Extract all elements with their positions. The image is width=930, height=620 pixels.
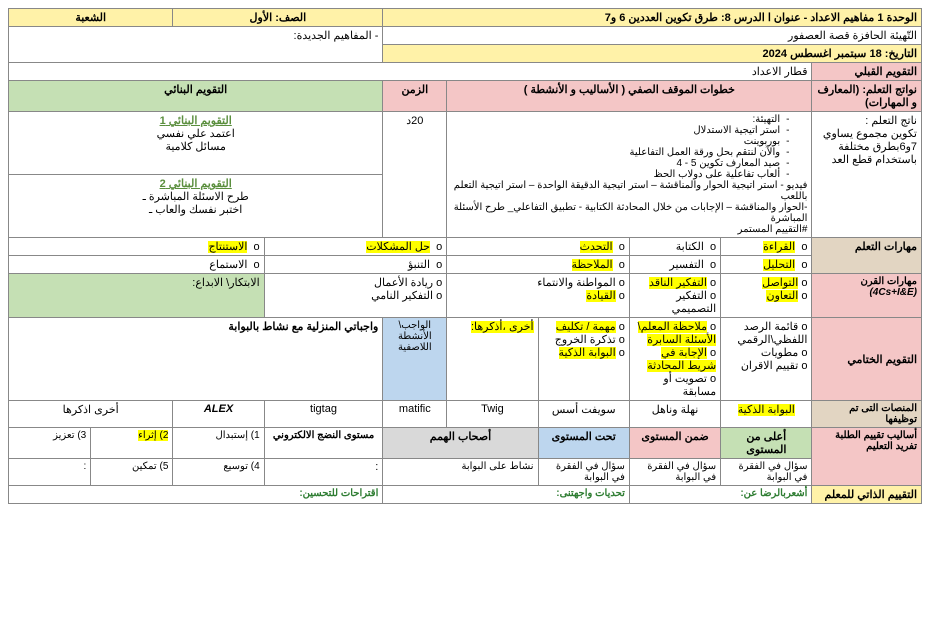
diff-v2: سؤال في الفقرة في البوابة: [629, 459, 720, 486]
formative-1-title: التقويم البنائي 1: [13, 114, 378, 127]
date-label: التاريخ:: [885, 48, 917, 60]
diff-l5: 5) تمكين: [91, 459, 173, 486]
c21-col1: o التواصل o التعاون: [721, 274, 812, 318]
skill-problem: o حل المشكلات: [264, 238, 447, 256]
formative-1-line: مسائل كلامية: [13, 140, 378, 153]
homework-value: واجباتي المنزلية مع نشاط بالبوابة: [9, 318, 383, 401]
c21-col2: o التفكير الناقد o التفكير التصميمي: [629, 274, 720, 318]
closing-c1: o قائمة الرصد اللفظي\الرقمي o مطويات o ت…: [721, 318, 812, 401]
c21-label: مهارات القرن(4Cs+I&E): [812, 274, 922, 318]
diff-v4: نشاط على البوابة: [383, 459, 538, 486]
section-label: الشعبة: [9, 9, 173, 27]
steps-cell: التهيئة: استر اتيجية الاستدلال بوربوينت …: [447, 112, 812, 238]
self-eval-c: اقتراحات للتحسين:: [9, 486, 383, 504]
diff-l6: :: [9, 459, 91, 486]
step-item: صيد المعارف تكوين 5 - 4: [451, 158, 789, 169]
formative-2: التقويم البنائي 2 طرح الاسئلة المباشرة ـ…: [9, 175, 383, 238]
platform-5: matific: [383, 401, 447, 428]
diff-l4: 4) توسيع: [173, 459, 264, 486]
formative-2-line: اختبر نفسك والعاب ـ: [13, 203, 378, 216]
platform-1: البوابة الذكية: [721, 401, 812, 428]
diff-h5: مستوى النضج الالكتروني: [264, 428, 383, 459]
closing-c3: o مهمة / تكليف o تذكرة الخروج o البوابة …: [538, 318, 629, 401]
skill-interpret: o التفسير: [629, 256, 720, 274]
diff-v1: سؤال في الفقرة في البوابة: [721, 459, 812, 486]
diff-l2: 2) إثراء: [91, 428, 173, 459]
closing-c4: أخرى ،أذكرها:: [447, 318, 538, 401]
diff-h3: تحت المستوى: [538, 428, 629, 459]
c21-innovation: الابتكار\ الابداع:: [9, 274, 265, 318]
platform-7: ALEX: [173, 401, 264, 428]
learning-skills-label: مهارات التعلم: [812, 238, 922, 274]
skill-observe: o الملاحظة: [447, 256, 630, 274]
step-para: فيديو - استر اتيجية الحوار والمناقشة – ا…: [451, 180, 807, 202]
new-concepts: - المفاهيم الجديدة:: [9, 27, 383, 63]
diff-h2: ضمن المستوى: [629, 428, 720, 459]
self-eval-b: تحديات واجهتنى:: [383, 486, 630, 504]
unit-title: الوحدة 1 مفاهيم الاعداد - عنوان ا الدرس …: [383, 9, 922, 27]
self-eval-label: التقييم الذاتي للمعلم: [812, 486, 922, 504]
time-value: 20د: [383, 112, 447, 238]
closing-c2: o ملاحظة المعلم\ الأسئلة السابرة o الإجا…: [629, 318, 720, 401]
skill-inference: o الاستنتاج: [9, 238, 265, 256]
diff-l3: 3) تعزيز: [9, 428, 91, 459]
skill-writing: o الكتابة: [629, 238, 720, 256]
skill-predict: o التنبؤ: [264, 256, 447, 274]
outcomes-header: نواتج التعلم: (المعارف و المهارات): [812, 81, 922, 112]
formative-1: التقويم البنائي 1 اعتمد علي نفسي مسائل ك…: [9, 112, 383, 175]
homework-label: الواجب\ الأنشطة اللاصفية: [383, 318, 447, 401]
closing-label: التقويم الختامي: [812, 318, 922, 401]
steps-header: خطوات الموقف الصفي ( الأساليب و الأنشطة …: [447, 81, 812, 112]
platform-4: Twig: [447, 401, 538, 428]
time-header: الزمن: [383, 81, 447, 112]
pre-assessment-label: التقويم القبلي: [812, 63, 922, 81]
formative-2-line: طرح الاسئلة المباشرة ـ: [13, 190, 378, 203]
date-value: 18 سبتمبر اغسطس 2024: [763, 48, 882, 60]
motivation-context: التّهيئة الحافزة قصة العصفور: [383, 27, 922, 45]
step-item: والآن لنتقم بحل ورقة العمل التفاعلية: [451, 147, 789, 158]
self-eval-a: أشعربالرضا عن:: [629, 486, 812, 504]
step-para: -الحوار والمناقشة – الإجابات من خلال الم…: [451, 202, 807, 224]
platform-8: أخرى اذكرها: [9, 401, 173, 428]
formative-1-line: اعتمد علي نفسي: [13, 127, 378, 140]
step-para: #التقييم المستمر: [451, 224, 807, 235]
skill-analysis: o التحليل: [721, 256, 812, 274]
diff-v3: سؤال في الفقرة في البوابة: [538, 459, 629, 486]
step-item: بوربوينت: [451, 136, 789, 147]
skill-listen: o الاستماع: [9, 256, 265, 274]
c21-col3: o المواطنة والانتماء o القيادة: [447, 274, 630, 318]
skill-speaking: o التحدث: [447, 238, 630, 256]
skill-reading: o القراءة: [721, 238, 812, 256]
outcomes-cell: ناتج التعلم : تكوين مجموع يساوي 7و6بطرق …: [812, 112, 922, 238]
diff-label: أساليب تقييم الطلبة تفريد التعليم: [812, 428, 922, 486]
platform-2: نهلة وناهل: [629, 401, 720, 428]
diff-h1: أعلى من المستوى: [721, 428, 812, 459]
platforms-label: المنصات التى تم توظيفها: [812, 401, 922, 428]
diff-l1: 1) إستبدال: [173, 428, 264, 459]
diff-empty: :: [264, 459, 383, 486]
formative-header: التقويم البنائي: [9, 81, 383, 112]
date-row: التاريخ: 18 سبتمبر اغسطس 2024: [383, 45, 922, 63]
step-item: ألعاب تفاعلية على دولاب الحظ: [451, 169, 789, 180]
platform-3: سويفت أسس: [538, 401, 629, 428]
formative-2-title: التقويم البنائي 2: [13, 177, 378, 190]
step-item: التهيئة:: [451, 114, 789, 125]
diff-h4: أصحاب الهمم: [383, 428, 538, 459]
c21-col4: o ريادة الأعمال o التفكير النامي: [264, 274, 447, 318]
lesson-plan-table: الوحدة 1 مفاهيم الاعداد - عنوان ا الدرس …: [8, 8, 922, 504]
step-item: استر اتيجية الاستدلال: [451, 125, 789, 136]
grade-label: الصف: الأول: [173, 9, 383, 27]
prep-train: قطار الاعداد: [9, 63, 812, 81]
platform-6: tigtag: [264, 401, 383, 428]
